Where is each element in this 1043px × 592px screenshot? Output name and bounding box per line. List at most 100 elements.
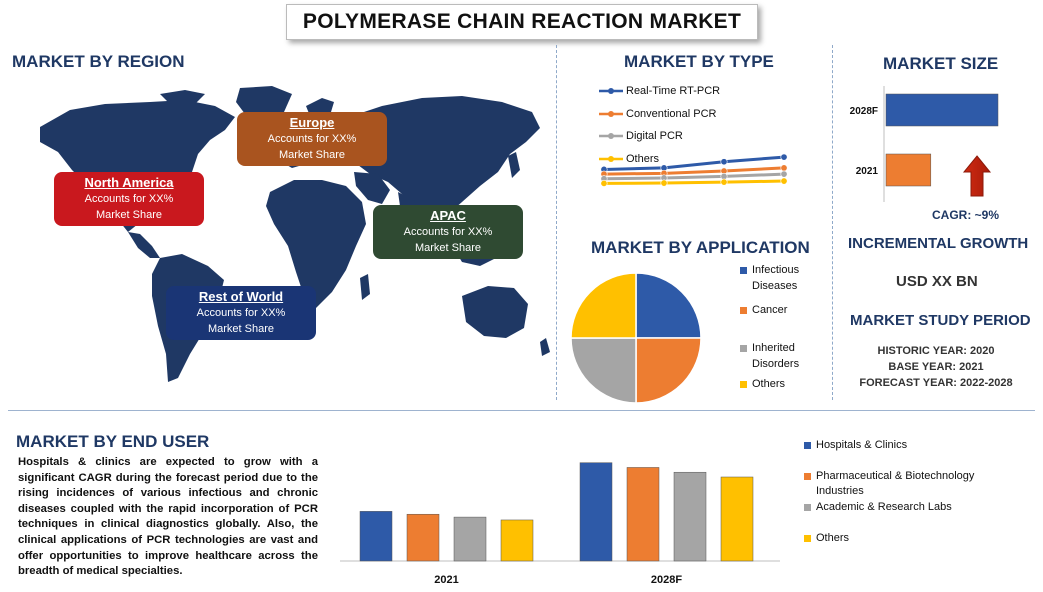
application-heading: MARKET BY APPLICATION xyxy=(591,238,810,257)
size-bar-2028f xyxy=(885,93,999,127)
study-period-heading: MARKET STUDY PERIOD xyxy=(850,312,1031,329)
legend-label: Hospitals & Clinics xyxy=(816,439,908,451)
legend-swatch xyxy=(740,381,747,388)
legend-swatch xyxy=(740,267,747,274)
incremental-value: USD XX BN xyxy=(896,273,978,290)
legend-label: Others xyxy=(626,152,660,165)
type-line-chart xyxy=(600,153,788,187)
legend-label: Academic & Research Labs xyxy=(816,501,952,513)
end-user-legend-item-pharmaceutical-biotechnology-industries: Pharmaceutical & Biotechnology Industrie… xyxy=(804,469,1006,499)
end-user-bar-pharmaceutical-biotechnology-industries xyxy=(626,467,660,562)
region-name: Europe xyxy=(289,115,335,130)
legend-dot xyxy=(608,88,614,95)
type-series-line-others xyxy=(603,179,785,185)
legend-line-marker xyxy=(599,88,623,95)
legend-label: Real-Time RT-PCR xyxy=(626,85,721,98)
pie-slice-others xyxy=(570,272,637,339)
end-user-bar-academic-research-labs xyxy=(453,516,487,562)
size-bar-2021 xyxy=(885,153,932,187)
pie-slice-cancer xyxy=(635,337,702,404)
type-point-others xyxy=(660,179,668,187)
region-share-label: Market Share xyxy=(95,209,163,221)
size-tick-label: 2021 xyxy=(856,166,879,177)
application-legend-item-infectious-diseases: Infectious Diseases xyxy=(740,262,822,294)
type-point-others xyxy=(600,179,608,187)
end-user-bar-hospitals-clinics xyxy=(579,462,613,562)
type-point-others xyxy=(780,177,788,185)
type-legend-item-conventional-pcr: Conventional PCR xyxy=(598,103,798,126)
type-legend-item-digital-pcr: Digital PCR xyxy=(598,125,798,148)
end-user-bar-others xyxy=(720,476,754,562)
legend-swatch xyxy=(804,535,811,542)
region-share-text: Accounts for XX% xyxy=(267,133,357,145)
region-heading: MARKET BY REGION xyxy=(12,52,185,71)
divider-type-size xyxy=(832,45,833,400)
type-point-others xyxy=(720,178,728,186)
legend-line-marker xyxy=(599,110,623,117)
legend-label: Digital PCR xyxy=(626,130,683,143)
pie-slice-infectious-diseases xyxy=(635,272,702,339)
legend-swatch xyxy=(804,442,811,449)
legend-label: Cancer xyxy=(752,304,788,316)
type-series-line-real-time-rt-pcr xyxy=(603,155,785,171)
legend-swatch xyxy=(740,307,747,314)
legend-label: Infectious Diseases xyxy=(752,264,800,292)
end-user-tick-label: 2021 xyxy=(434,574,458,586)
end-user-legend-item-academic-research-labs: Academic & Research Labs xyxy=(804,500,1006,515)
size-bar-chart: 2028F 2021 xyxy=(850,86,999,202)
region-share-label: Market Share xyxy=(414,242,482,254)
type-heading: MARKET BY TYPE xyxy=(624,52,774,71)
region-share-text: Accounts for XX% xyxy=(403,226,493,238)
type-point-conventional-pcr xyxy=(780,164,788,172)
historic-year: HISTORIC YEAR: 2020 xyxy=(877,345,995,357)
region-box-apac[interactable]: APAC Accounts for XX% Market Share xyxy=(373,205,523,259)
incremental-heading: INCREMENTAL GROWTH xyxy=(848,235,1029,252)
region-share-label: Market Share xyxy=(207,323,275,335)
type-legend-item-real-time-rt-pcr: Real-Time RT-PCR xyxy=(598,80,798,103)
region-box-rest-of-world[interactable]: Rest of World Accounts for XX% Market Sh… xyxy=(166,286,316,340)
region-share-text: Accounts for XX% xyxy=(196,307,286,319)
end-user-bar-hospitals-clinics xyxy=(359,511,393,562)
type-point-real-time-rt-pcr xyxy=(780,153,788,161)
legend-dot xyxy=(608,133,614,140)
type-legend-item-others: Others xyxy=(598,148,798,171)
region-name: North America xyxy=(84,175,174,190)
end-user-bar-chart: 2021 2028F xyxy=(340,462,780,586)
cagr-label: CAGR: ~9% xyxy=(932,208,1000,222)
legend-swatch xyxy=(740,345,747,352)
legend-label: Inherited Disorders xyxy=(752,342,800,370)
legend-line-marker xyxy=(599,155,623,162)
size-heading: MARKET SIZE xyxy=(883,54,999,73)
legend-label: Others xyxy=(816,532,850,544)
divider-horizontal xyxy=(8,410,1035,411)
type-series-line-conventional-pcr xyxy=(603,166,785,176)
type-legend: Real-Time RT-PCR Conventional PCR Digital … xyxy=(598,80,798,170)
application-legend-item-cancer: Cancer xyxy=(740,302,822,318)
region-box-north-america[interactable]: North America Accounts for XX% Market Sh… xyxy=(54,172,204,226)
end-user-paragraph: Hospitals & clinics are expected to grow… xyxy=(18,456,318,578)
legend-label: Others xyxy=(752,378,786,390)
application-legend-item-inherited-disorders: Inherited Disorders xyxy=(740,340,822,372)
end-user-bar-pharmaceutical-biotechnology-industries xyxy=(406,513,440,562)
region-share-text: Accounts for XX% xyxy=(84,193,174,205)
application-pie-chart xyxy=(570,272,702,404)
region-share-label: Market Share xyxy=(278,149,346,161)
type-point-real-time-rt-pcr xyxy=(720,158,728,166)
end-user-heading: MARKET BY END USER xyxy=(16,432,210,451)
end-user-bar-others xyxy=(500,519,534,562)
legend-dot xyxy=(608,110,614,117)
region-box-europe[interactable]: Europe Accounts for XX% Market Share xyxy=(237,112,387,166)
legend-line-marker xyxy=(599,133,623,140)
legend-swatch xyxy=(804,473,811,480)
end-user-legend-item-others: Others xyxy=(804,531,1006,546)
legend-label: Conventional PCR xyxy=(626,107,717,120)
base-year: BASE YEAR: 2021 xyxy=(888,361,984,373)
forecast-year: FORECAST YEAR: 2022-2028 xyxy=(859,377,1013,389)
divider-region-type xyxy=(556,45,557,400)
type-point-digital-pcr xyxy=(780,170,788,178)
size-tick-label: 2028F xyxy=(850,106,878,117)
growth-arrow-icon xyxy=(962,155,992,197)
end-user-tick-label: 2028F xyxy=(651,574,682,586)
legend-dot xyxy=(608,155,614,162)
end-user-bar-academic-research-labs xyxy=(673,471,707,562)
